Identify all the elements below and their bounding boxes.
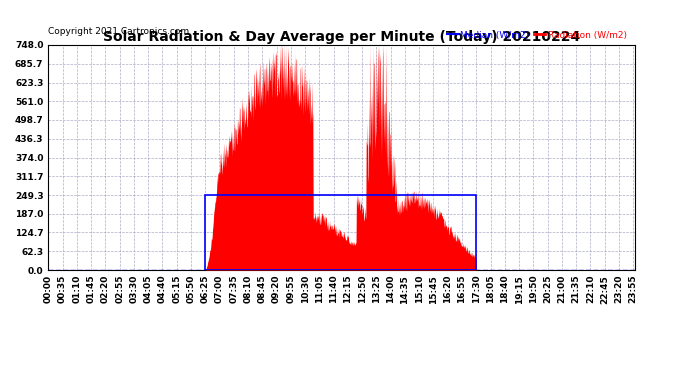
Legend: Median (W/m2), Radiation (W/m2): Median (W/m2), Radiation (W/m2) [444,27,630,43]
Bar [205,195,476,270]
Text: Copyright 2021 Cartronics.com: Copyright 2021 Cartronics.com [48,27,190,36]
Title: Solar Radiation & Day Average per Minute (Today) 20210224: Solar Radiation & Day Average per Minute… [103,30,580,44]
